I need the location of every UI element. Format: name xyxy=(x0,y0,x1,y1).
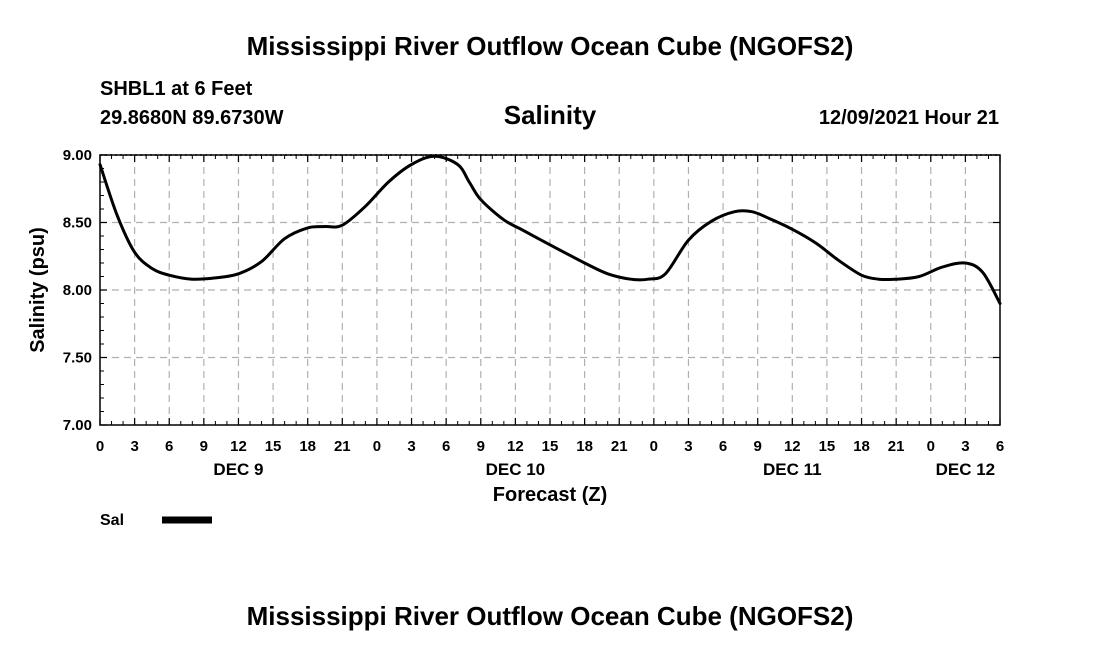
x-tick-label: 3 xyxy=(130,438,138,455)
day-label: DEC 10 xyxy=(486,460,546,479)
x-axis-label: Forecast (Z) xyxy=(493,484,607,506)
x-tick-label: 15 xyxy=(542,438,559,455)
x-tick-label: 15 xyxy=(265,438,282,455)
y-tick-label: 9.00 xyxy=(63,147,92,164)
legend-label: Sal xyxy=(100,512,124,529)
x-tick-label: 0 xyxy=(927,438,935,455)
x-tick-label: 9 xyxy=(200,438,208,455)
x-tick-label: 6 xyxy=(442,438,450,455)
y-tick-label: 8.00 xyxy=(63,282,92,299)
x-tick-label: 18 xyxy=(299,438,316,455)
x-tick-label: 18 xyxy=(853,438,870,455)
day-label: DEC 9 xyxy=(213,460,263,479)
salinity-series-line xyxy=(98,154,1002,305)
x-tick-label: 9 xyxy=(477,438,485,455)
y-tick-labels: 7.00 7.50 8.00 8.50 9.00 xyxy=(63,147,92,434)
x-tick-label: 3 xyxy=(961,438,969,455)
x-tick-label: 12 xyxy=(784,438,801,455)
x-tick-label: 6 xyxy=(996,438,1004,455)
chart-title: Salinity xyxy=(504,100,597,130)
x-tick-label: 12 xyxy=(230,438,247,455)
x-tick-label: 3 xyxy=(407,438,415,455)
forecast-datetime: 12/09/2021 Hour 21 xyxy=(819,107,999,129)
page-title: Mississippi River Outflow Ocean Cube (NG… xyxy=(247,31,854,61)
x-tick-label: 0 xyxy=(650,438,658,455)
station-coords: 29.8680N 89.6730W xyxy=(100,107,284,129)
grid-lines xyxy=(100,154,1000,425)
x-tick-label: 6 xyxy=(165,438,173,455)
y-axis-label: Salinity (psu) xyxy=(27,227,49,353)
day-label: DEC 12 xyxy=(936,460,996,479)
station-name: SHBL1 at 6 Feet xyxy=(100,78,253,100)
x-tick-label: 18 xyxy=(576,438,593,455)
y-tick-label: 7.50 xyxy=(63,350,92,367)
x-tick-label: 0 xyxy=(96,438,104,455)
x-tick-label: 12 xyxy=(507,438,524,455)
x-tick-label: 9 xyxy=(754,438,762,455)
x-tick-label: 21 xyxy=(888,438,905,455)
y-tick-label: 8.50 xyxy=(63,215,92,232)
x-tick-label: 0 xyxy=(373,438,381,455)
y-tick-label: 7.00 xyxy=(63,417,92,434)
x-tick-labels: 0 3 6 9 12 15 18 21 0 3 6 9 12 15 18 21 0 3 6 9 12 15 18 21 0 3 6 xyxy=(96,438,1004,455)
x-tick-label: 6 xyxy=(719,438,727,455)
x-tick-label: 3 xyxy=(684,438,692,455)
day-label: DEC 11 xyxy=(763,460,822,479)
x-tick-label: 15 xyxy=(819,438,836,455)
footer-title: Mississippi River Outflow Ocean Cube (NG… xyxy=(247,601,854,631)
x-tick-label: 21 xyxy=(334,438,351,455)
day-labels: DEC 9 DEC 10 DEC 11 DEC 12 xyxy=(213,460,995,479)
x-tick-label: 21 xyxy=(611,438,628,455)
